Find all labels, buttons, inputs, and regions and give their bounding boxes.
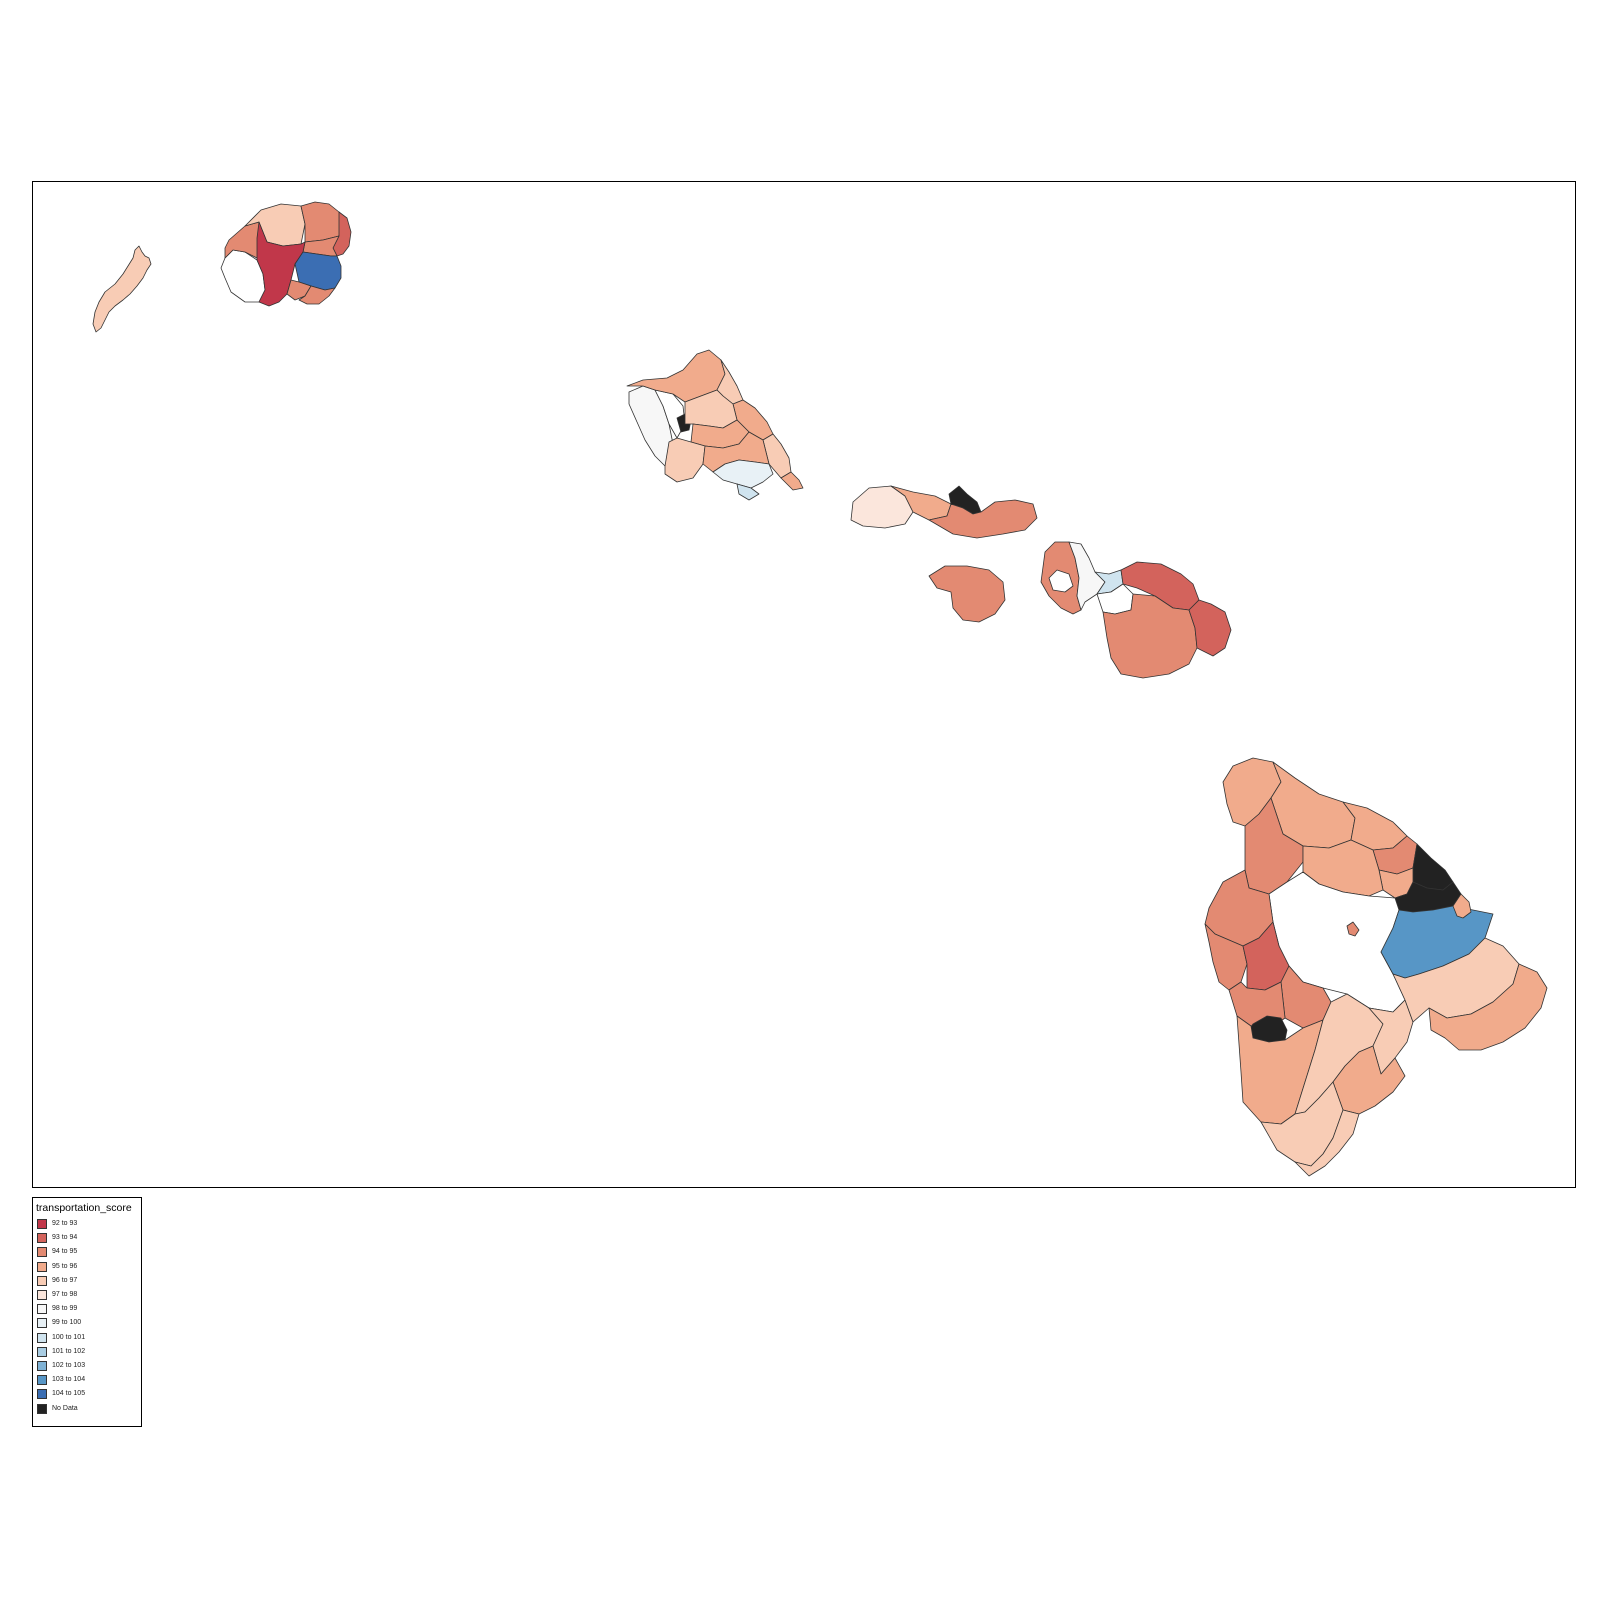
- region-lanai[interactable]: [928, 565, 1006, 623]
- region-oahu-windward-2[interactable]: [762, 433, 792, 479]
- region-big-island-summit-islet[interactable]: [1346, 921, 1360, 937]
- legend-label: 92 to 93: [52, 1220, 78, 1227]
- legend-swatch: [37, 1346, 47, 1357]
- legend-label: 96 to 97: [52, 1276, 78, 1284]
- region-big-island-south-2[interactable]: [1294, 1109, 1360, 1177]
- legend-label: 102 to 103: [52, 1362, 86, 1369]
- legend-label: 104 to 105: [52, 1390, 86, 1398]
- region-kauai-south-2[interactable]: [298, 285, 336, 305]
- region-maui-west-white[interactable]: [1048, 569, 1074, 593]
- region-big-island-puna-east[interactable]: [1428, 963, 1548, 1051]
- region-kauai-east[interactable]: [294, 251, 342, 291]
- region-big-island-hilo-east[interactable]: [1452, 893, 1472, 919]
- legend-label: 97 to 98: [52, 1291, 78, 1298]
- map-legend: transportation_score 92 to 93 93 to 94 94 …: [32, 1197, 142, 1427]
- legend-swatch: [37, 1361, 47, 1371]
- region-maui-isthmus[interactable]: [1068, 541, 1106, 611]
- legend-label: 101 to 102: [52, 1347, 86, 1355]
- legend-swatch: [37, 1275, 47, 1286]
- legend-swatch: [37, 1318, 47, 1329]
- region-big-island-puna-west[interactable]: [1368, 999, 1414, 1075]
- legend-swatch: [37, 1261, 47, 1272]
- legend-swatch: [37, 1247, 47, 1258]
- region-big-island-nodata-1[interactable]: [1412, 843, 1454, 891]
- legend-label: 99 to 100: [52, 1319, 82, 1327]
- legend-swatch: [37, 1304, 47, 1315]
- legend-swatch: [37, 1403, 47, 1414]
- hawaii-choropleth-map: [92, 201, 1548, 1177]
- legend-swatch: [37, 1375, 47, 1386]
- map-panel: [32, 181, 1576, 1188]
- legend-label: 95 to 96: [52, 1262, 78, 1270]
- legend-label: 103 to 104: [52, 1376, 86, 1384]
- legend-swatch: [37, 1290, 47, 1300]
- region-maui-east[interactable]: [1188, 599, 1232, 657]
- legend-swatch: [37, 1389, 47, 1400]
- legend-label: 100 to 101: [52, 1333, 86, 1341]
- legend-title: transportation_score: [36, 1202, 132, 1214]
- legend-swatch: [37, 1219, 47, 1229]
- region-molokai-east[interactable]: [928, 499, 1038, 539]
- region-oahu-honolulu-2[interactable]: [736, 483, 760, 501]
- legend-swatch: [37, 1233, 47, 1244]
- region-niihau[interactable]: [92, 245, 152, 333]
- legend-label: 93 to 94: [52, 1234, 78, 1242]
- region-oahu-windward-3[interactable]: [780, 471, 804, 491]
- legend-label: 94 to 95: [52, 1248, 78, 1256]
- legend-label: No Data: [52, 1404, 78, 1412]
- region-oahu-honolulu[interactable]: [712, 459, 774, 489]
- region-oahu-south-1[interactable]: [664, 437, 706, 483]
- legend-swatch: [37, 1332, 47, 1343]
- region-molokai-west[interactable]: [850, 485, 914, 529]
- legend-label: 98 to 99: [52, 1305, 78, 1313]
